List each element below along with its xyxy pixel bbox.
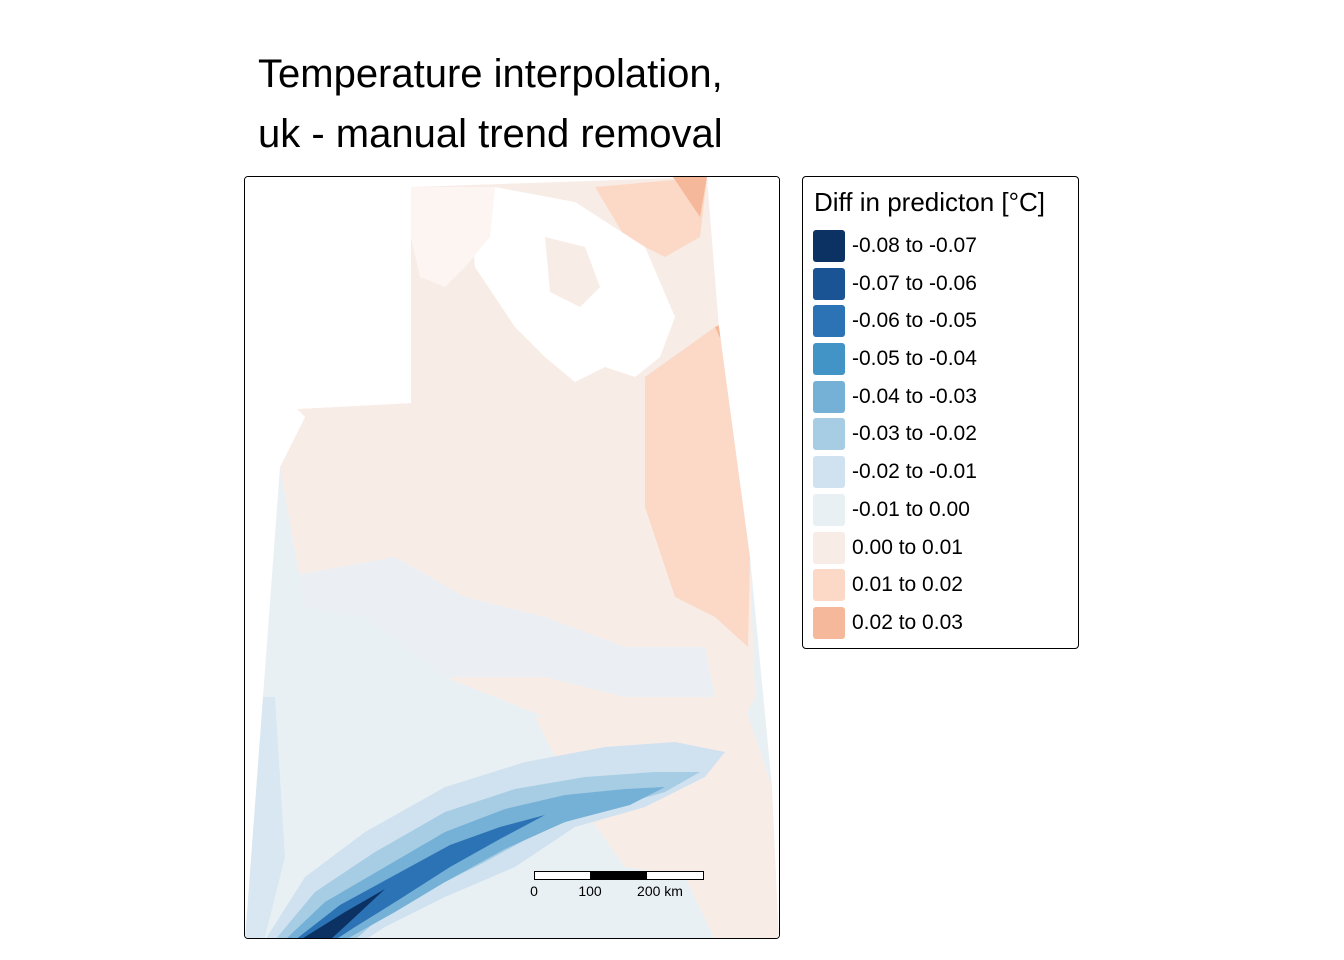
legend-swatch <box>813 606 845 639</box>
water-islands <box>545 237 600 307</box>
raster-northeast-dark <box>673 177 707 217</box>
legend-swatch <box>813 380 845 413</box>
legend: Diff in predicton [°C] -0.08 to -0.07 -0… <box>802 176 1079 649</box>
scale-bar-segment-3 <box>646 871 704 880</box>
raster-blue-mid <box>285 557 715 737</box>
map-panel <box>244 176 780 939</box>
legend-label: 0.01 to 0.02 <box>852 573 963 597</box>
raster-northeast-strip <box>595 177 707 257</box>
outside-left <box>245 177 411 938</box>
legend-label: -0.03 to -0.02 <box>852 422 977 446</box>
alps-peak <box>303 889 385 938</box>
legend-swatch <box>813 267 845 300</box>
scale-bar-label-100: 100 <box>578 883 602 899</box>
legend-label: -0.05 to -0.04 <box>852 347 977 371</box>
legend-swatch <box>813 493 845 526</box>
scale-bar: 0 100 200 km <box>530 871 707 901</box>
scale-bar-segment-2 <box>590 871 647 880</box>
scale-bar-segment-1 <box>534 871 591 880</box>
legend-swatch <box>813 418 845 451</box>
legend-swatch <box>813 230 845 262</box>
scale-bar-label-200: 200 km <box>637 883 683 899</box>
legend-title: Diff in predicton [°C] <box>814 187 1046 217</box>
raster-map <box>245 177 779 938</box>
legend-label: -0.01 to 0.00 <box>852 497 970 521</box>
map-title: Temperature interpolation, uk - manual t… <box>258 44 723 164</box>
water-north <box>411 187 495 287</box>
legend-swatch <box>813 343 845 376</box>
legend-swatch <box>813 305 845 338</box>
legend-label: -0.02 to -0.01 <box>852 460 977 484</box>
legend-label: -0.07 to -0.06 <box>852 271 977 295</box>
legend-label: 0.02 to 0.03 <box>852 610 963 634</box>
legend-label: -0.06 to -0.05 <box>852 309 977 333</box>
scale-bar-label-0: 0 <box>530 883 538 899</box>
legend-label: -0.04 to -0.03 <box>852 384 977 408</box>
legend-label: 0.00 to 0.01 <box>852 535 963 559</box>
outside-right <box>707 177 779 938</box>
map-title-line-1: Temperature interpolation, <box>258 52 723 96</box>
legend-label: -0.08 to -0.07 <box>852 234 977 257</box>
map-title-line-2: uk - manual trend removal <box>258 112 723 156</box>
legend-swatch <box>813 569 845 602</box>
legend-swatch <box>813 456 845 489</box>
legend-swatch <box>813 531 845 564</box>
raster-east-strip <box>645 322 750 647</box>
